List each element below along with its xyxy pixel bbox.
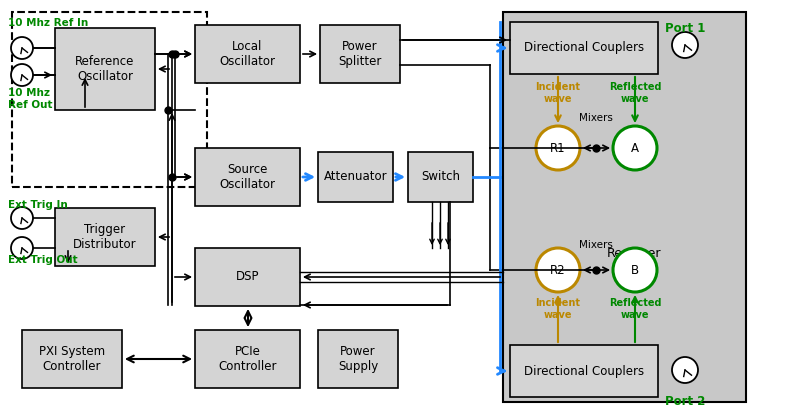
Circle shape (11, 37, 33, 59)
Text: Incident
wave: Incident wave (535, 298, 581, 320)
Text: R2: R2 (550, 263, 566, 276)
Text: Directional Couplers: Directional Couplers (524, 365, 644, 378)
Text: Directional Couplers: Directional Couplers (524, 42, 644, 55)
Text: Reference
Oscillator: Reference Oscillator (75, 55, 134, 83)
Text: Incident
wave: Incident wave (535, 82, 581, 104)
Bar (510, 22, 658, 74)
Circle shape (536, 248, 580, 292)
Text: B: B (631, 263, 639, 276)
Bar (510, 345, 658, 397)
Bar (195, 25, 300, 83)
Circle shape (613, 126, 657, 170)
Text: Receiver: Receiver (607, 247, 662, 260)
Text: 10 Mhz Ref In: 10 Mhz Ref In (8, 18, 88, 28)
Bar (195, 148, 300, 206)
Text: Ext Trig In: Ext Trig In (8, 200, 68, 210)
Bar (408, 152, 473, 202)
Bar (195, 330, 300, 388)
Text: Reflected
wave: Reflected wave (609, 298, 662, 320)
Circle shape (11, 207, 33, 229)
Circle shape (672, 32, 698, 58)
Text: Attenuator: Attenuator (324, 171, 387, 184)
Bar (55, 28, 155, 110)
Text: Reflected
wave: Reflected wave (609, 82, 662, 104)
Text: DSP: DSP (236, 270, 259, 284)
Text: Power
Supply: Power Supply (338, 345, 378, 373)
Text: Mixers: Mixers (579, 113, 613, 123)
Text: PXI System
Controller: PXI System Controller (39, 345, 105, 373)
Text: Local
Oscillator: Local Oscillator (219, 40, 275, 68)
Text: Ext Trig Out: Ext Trig Out (8, 255, 78, 265)
Circle shape (672, 357, 698, 383)
Text: Trigger
Distributor: Trigger Distributor (73, 223, 137, 251)
Text: Mixers: Mixers (579, 240, 613, 250)
Text: Switch: Switch (421, 171, 460, 184)
Bar (318, 152, 393, 202)
Bar (12, 12, 207, 187)
Circle shape (11, 237, 33, 259)
Bar (195, 248, 300, 306)
Text: R1: R1 (550, 142, 566, 155)
Text: PCIe
Controller: PCIe Controller (218, 345, 277, 373)
Text: Source
Oscillator: Source Oscillator (219, 163, 275, 191)
Bar (55, 208, 155, 266)
Text: 10 Mhz
Ref Out: 10 Mhz Ref Out (8, 88, 53, 110)
Bar (22, 330, 122, 388)
Circle shape (11, 64, 33, 86)
Text: Port 1: Port 1 (665, 22, 705, 35)
Bar (318, 330, 398, 388)
Circle shape (613, 248, 657, 292)
Text: A: A (631, 142, 639, 155)
Bar (503, 12, 746, 402)
Bar (320, 25, 400, 83)
Circle shape (536, 126, 580, 170)
Text: Power
Splitter: Power Splitter (338, 40, 382, 68)
Text: Port 2: Port 2 (665, 395, 705, 408)
